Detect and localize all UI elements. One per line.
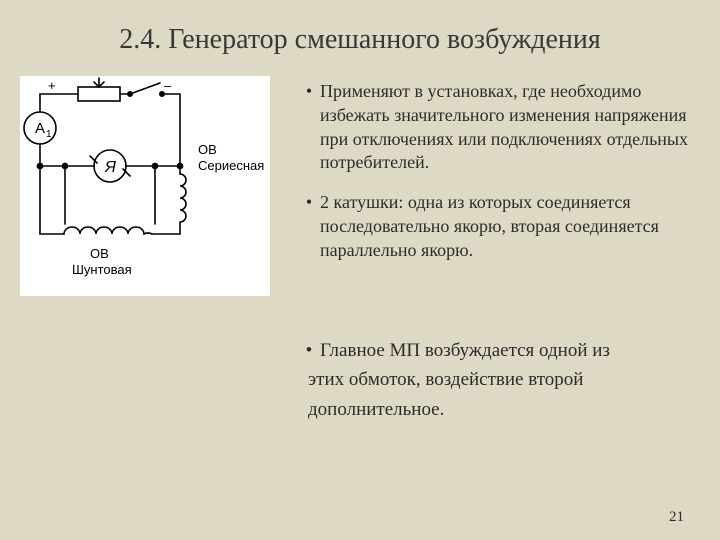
- bullet-item: • Применяют в установках, где необходимо…: [298, 80, 698, 175]
- plus-label: +: [48, 78, 56, 93]
- bullet-list: • Применяют в установках, где необходимо…: [298, 80, 698, 278]
- slide-title: 2.4. Генератор смешанного возбуждения: [0, 24, 720, 56]
- bullet-text: 2 катушки: одна из которых соединяется п…: [320, 191, 698, 262]
- series-label-l2: Сериесная: [198, 158, 264, 174]
- ammeter-sub: 1: [46, 129, 52, 140]
- bullet-marker: •: [298, 191, 320, 262]
- shunt-label-l2: Шунтовая: [72, 262, 132, 278]
- lower-line2: этих обмоток, воздействие второй: [308, 365, 698, 394]
- circuit-svg: А 1 Я + –: [20, 76, 270, 296]
- minus-label: –: [164, 78, 172, 93]
- armature-label: Я: [104, 159, 116, 176]
- lower-line1: Главное МП возбуждается одной из: [320, 336, 698, 365]
- series-label-l1: ОВ: [198, 142, 217, 158]
- bullet-marker: •: [298, 336, 320, 365]
- lower-paragraph: • Главное МП возбуждается одной из этих …: [298, 336, 698, 424]
- ammeter-label: А: [35, 120, 45, 137]
- lower-line3: дополнительное.: [308, 395, 698, 424]
- bullet-marker: •: [298, 80, 320, 175]
- bullet-item: • 2 катушки: одна из которых соединяется…: [298, 191, 698, 262]
- bullet-text: Применяют в установках, где необходимо и…: [320, 80, 698, 175]
- shunt-label-l1: ОВ: [90, 246, 109, 262]
- page-number: 21: [669, 509, 684, 526]
- circuit-figure: А 1 Я + – ОВ Сериесная ОВ Шунтовая: [20, 76, 270, 296]
